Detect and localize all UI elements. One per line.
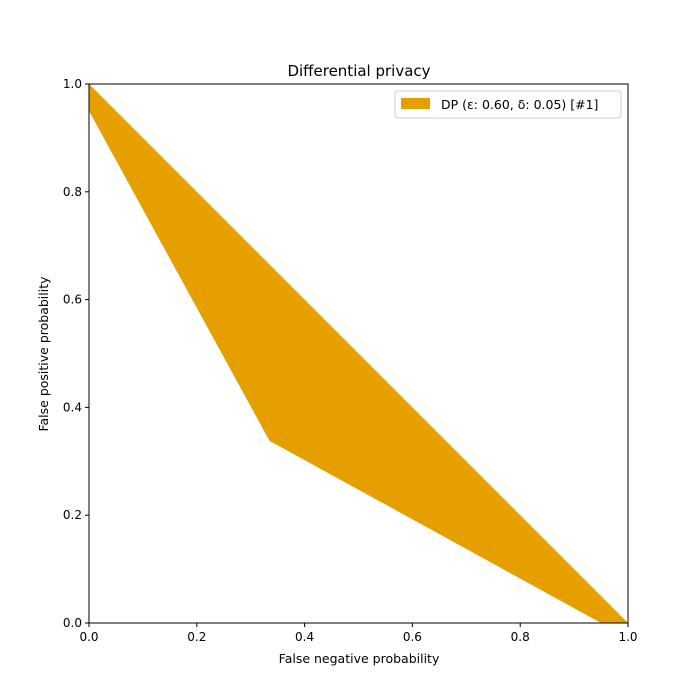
x-tick-label: 0.2	[187, 630, 206, 644]
x-tick-label: 0.4	[295, 630, 314, 644]
y-tick-label: 0.8	[63, 185, 82, 199]
x-tick-label: 0.6	[403, 630, 422, 644]
legend: DP (ε: 0.60, δ: 0.05) [#1]	[394, 90, 622, 119]
y-axis-label: False positive probability	[36, 276, 51, 432]
y-axis: 0.0 0.2 0.4 0.6 0.8 1.0	[63, 77, 89, 630]
x-axis: 0.0 0.2 0.4 0.6 0.8 1.0	[79, 623, 638, 644]
x-tick-label: 0.8	[511, 630, 530, 644]
x-tick-label: 0.0	[79, 630, 98, 644]
area-layer	[89, 84, 628, 623]
plot-frame	[88, 83, 629, 624]
y-tick-label: 0.4	[63, 400, 82, 414]
x-tick-label: 1.0	[618, 630, 637, 644]
legend-box	[394, 90, 622, 119]
y-tick-label: 1.0	[63, 77, 82, 91]
y-tick-label: 0.6	[63, 293, 82, 307]
legend-label: DP (ε: 0.60, δ: 0.05) [#1]	[441, 97, 598, 112]
y-tick-label: 0.2	[63, 508, 82, 522]
chart-title: Differential privacy	[287, 62, 430, 80]
plot-area	[88, 83, 629, 624]
y-tick-label: 0.0	[63, 616, 82, 630]
x-axis-label: False negative probability	[279, 651, 440, 666]
area-series-0	[89, 84, 628, 623]
legend-swatch	[401, 98, 430, 109]
